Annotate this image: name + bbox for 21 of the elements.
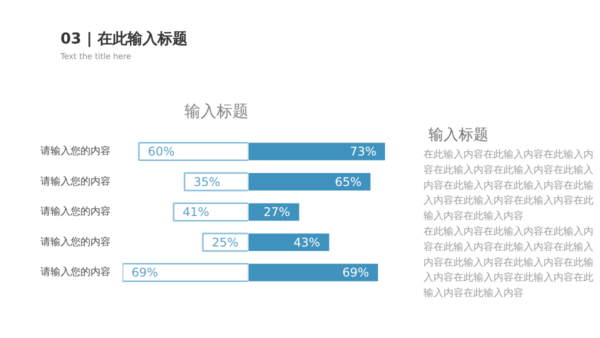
- y-tick-label: 请输入您的内容: [40, 236, 110, 248]
- y-tick-label: 请输入您的内容: [40, 206, 110, 218]
- text: 03 | 在此输入标题: [60, 30, 188, 48]
- data-label: 35%: [194, 174, 220, 189]
- text: Text the title here: [60, 52, 132, 61]
- text: 在此输入内容在此输入内容在此输入内容在此输入内容在此输入内容在此输入内容在此输入内容在此输入内容在此输入内容在此输入内容在此输入内容在此输入内容在此输入内容: [424, 148, 594, 222]
- y-tick-label: 请输入您的内容: [40, 145, 110, 157]
- data-label: 69%: [132, 266, 158, 280]
- text: 输入标题: [428, 126, 488, 144]
- data-label: 41%: [182, 205, 210, 219]
- data-label: 43%: [294, 235, 320, 250]
- data-label: 27%: [264, 205, 290, 219]
- data-label: 65%: [334, 174, 362, 189]
- data-label: 25%: [212, 235, 239, 250]
- data-label: 69%: [342, 266, 369, 280]
- chart-title: 输入标题: [184, 102, 248, 120]
- y-tick-label: 请输入您的内容: [40, 266, 110, 278]
- text: 在此输入内容在此输入内容在此输入内容在此输入内容在此输入内容在此输入内容在此输入内容在此输入内容在此输入内容在此输入内容在此输入内容在此输入内容在此输入内容: [424, 226, 594, 300]
- y-tick-label: 请输入您的内容: [40, 175, 110, 188]
- data-label: 60%: [148, 144, 175, 158]
- data-label: 73%: [350, 144, 376, 158]
